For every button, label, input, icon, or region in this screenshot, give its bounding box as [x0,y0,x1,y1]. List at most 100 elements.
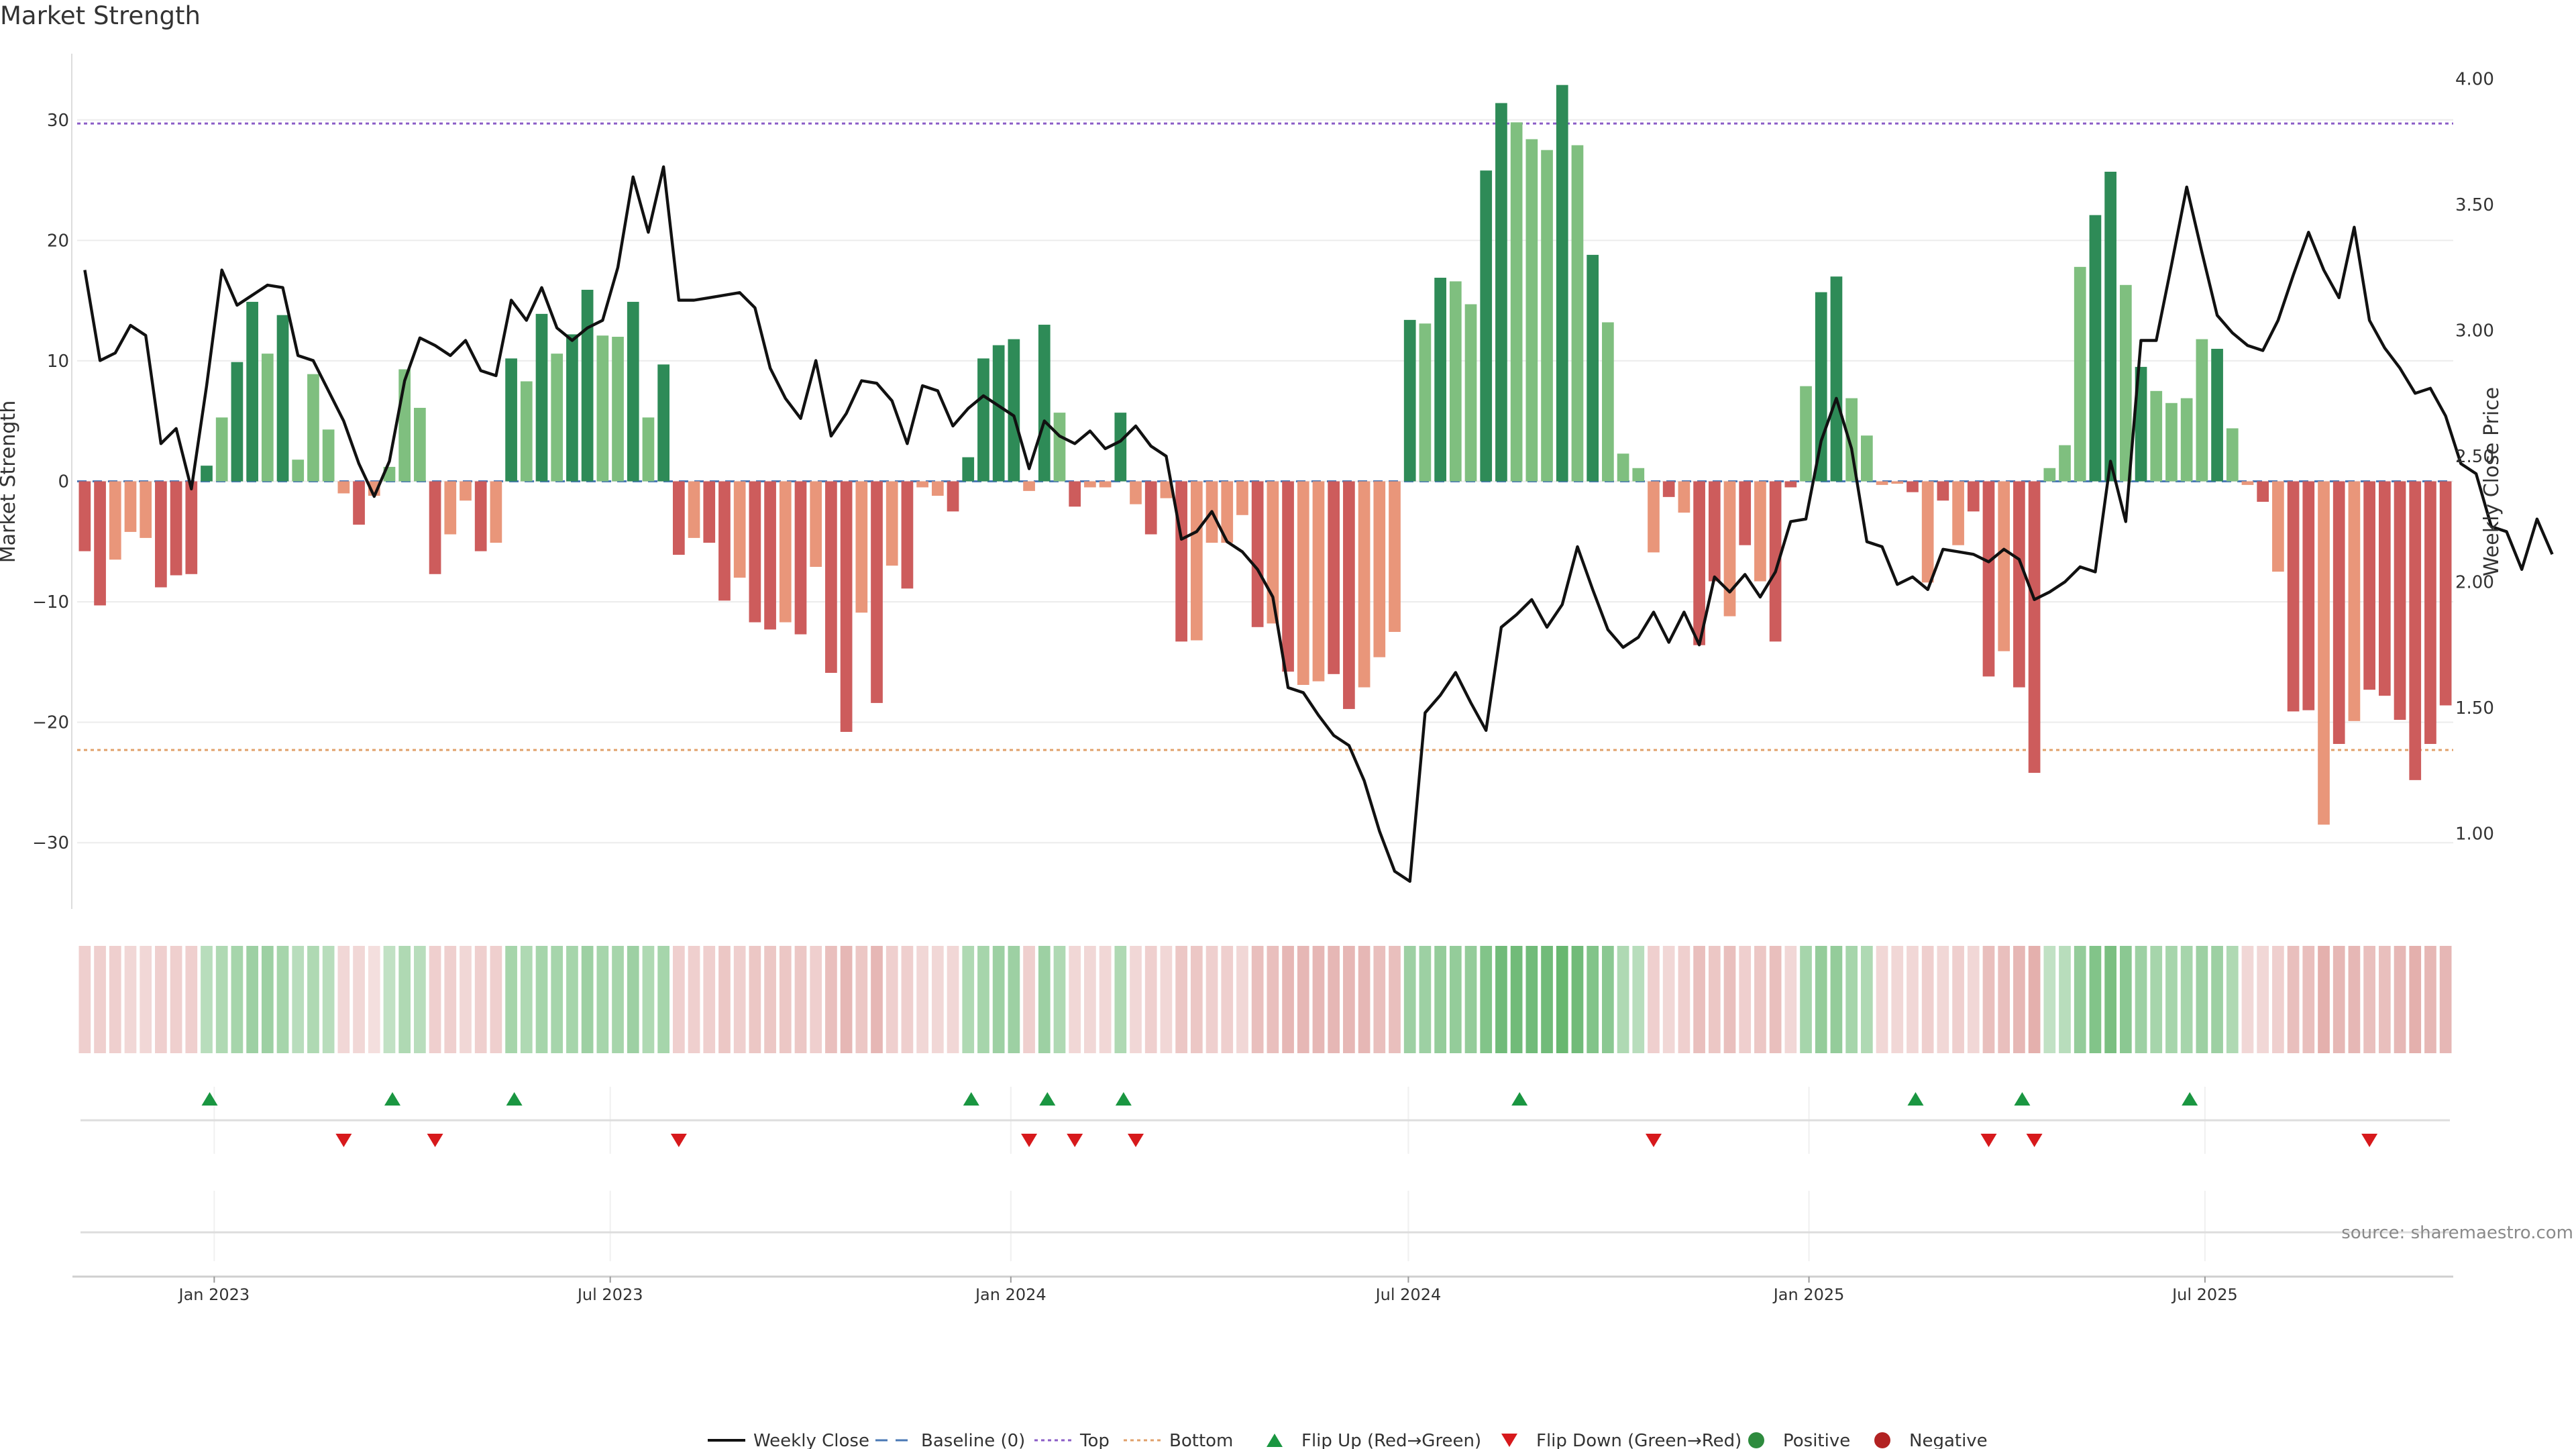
heat-cell [1373,946,1386,1053]
strength-bar-negative [94,481,106,606]
heat-cell [2241,946,2254,1053]
strength-bar-positive [1038,325,1051,482]
heat-cell [642,946,655,1053]
heat-cell [1343,946,1355,1053]
heat-cell [1312,946,1325,1053]
heat-cell [1952,946,1964,1053]
strength-bar-negative [1967,481,1980,512]
heat-cell [246,946,258,1053]
strength-bar-negative [1693,481,1705,645]
heat-cell [276,946,289,1053]
heat-cell [109,946,121,1053]
heat-cell [201,946,213,1053]
heat-cell [185,946,198,1053]
heat-cell [2226,946,2239,1053]
strength-bar-negative [1891,481,1904,484]
heat-cell [931,946,944,1053]
strength-bar-negative [749,481,761,623]
y-tick-label: −20 [32,713,69,733]
strength-bar-negative [1769,481,1782,642]
strength-bar-positive [581,289,594,482]
heat-cell [2257,946,2269,1053]
strength-bar-positive [2150,390,2163,482]
weekly-close-line [83,165,2554,883]
x-axis: Jan 2023 Jul 2023 Jan 2024 Jul 2024 Jan 2025… [72,1275,2453,1304]
heat-cell [1723,946,1736,1053]
strength-bar-negative [185,481,198,574]
strength-bar-negative [825,481,837,674]
heat-cell [520,946,533,1053]
strength-bar-positive [2180,398,2193,482]
heat-cell [2211,946,2223,1053]
strength-bar-negative [1998,481,2010,651]
strength-bar-negative [1144,481,1157,535]
heat-cell [2150,946,2163,1053]
strength-bar-positive [657,364,670,482]
strength-bar-negative [1662,481,1675,497]
flip-down-marker [1980,1134,1997,1147]
x-tick-label: Jul 2024 [1375,1285,1442,1304]
y-tick-label: −10 [32,592,69,612]
strength-bar-positive [535,313,548,482]
flip-up-marker [1039,1092,1056,1106]
heat-cell [1008,946,1020,1053]
heat-cell [1907,946,1919,1053]
heat-cell [78,946,91,1053]
heat-cell [947,946,959,1053]
heat-cell [764,946,776,1053]
legend-item: Baseline (0) [875,1431,1025,1449]
heat-cell [1480,946,1493,1053]
strength-bar-negative [1069,481,1081,507]
strength-bar-negative [1754,481,1766,582]
heat-cell [460,946,472,1053]
strength-bar-negative [672,481,685,555]
heat-cell [307,946,319,1053]
strength-bar-positive [962,457,975,482]
strength-bar-negative [1236,481,1248,515]
heat-cell [1571,946,1584,1053]
strength-bar-positive [1800,386,1812,482]
heat-cell [1449,946,1462,1053]
flip-down-marker [670,1134,687,1147]
y-tick-label: −30 [32,833,69,853]
heat-cell [2409,946,2422,1053]
strength-bar-negative [1297,481,1309,685]
flip-up-marker [1115,1092,1132,1106]
strength-bar-negative [1373,481,1386,657]
y-axis-label: Market Strength [0,400,20,563]
strength-bar-positive [1541,150,1553,482]
strength-bar-negative [688,481,700,538]
strength-bar-positive [2104,171,2116,482]
strength-bar-positive [2074,266,2086,482]
strength-bar-negative [764,481,776,630]
flip-down-marker [335,1134,352,1147]
heat-cell [1495,946,1507,1053]
strength-bar-positive [307,374,319,482]
strength-bar-negative [2394,481,2406,720]
y2-tick-label: 3.50 [2455,195,2494,215]
strength-bar-negative [1160,481,1173,498]
strength-bar-positive [261,354,274,482]
strength-bar-positive [1008,339,1020,482]
strength-bar-negative [2363,481,2375,690]
flip-up-marker [1511,1092,1528,1106]
x-tick-label: Jan 2023 [177,1285,250,1304]
strength-bar-negative [1784,481,1797,488]
strength-bar-positive [1602,322,1614,482]
strength-bar-negative [1312,481,1325,682]
legend-label: Negative [1909,1431,1988,1449]
strength-bar-positive [1419,323,1432,482]
legend-swatch [1874,1432,1890,1448]
strength-bar-negative [810,481,822,567]
legend-item: Positive [1748,1431,1850,1449]
y-tick-label: 30 [47,111,69,131]
strength-bar-negative [2028,481,2041,773]
strength-bar-positive [1617,453,1629,482]
strength-bar-positive [1556,85,1568,482]
strength-bar-positive [201,466,213,482]
strength-bar-negative [1982,481,1995,677]
strength-bar-positive [1587,254,1599,482]
heat-cell [2059,946,2071,1053]
heat-cell [1678,946,1690,1053]
strength-bar-positive [2226,428,2239,482]
